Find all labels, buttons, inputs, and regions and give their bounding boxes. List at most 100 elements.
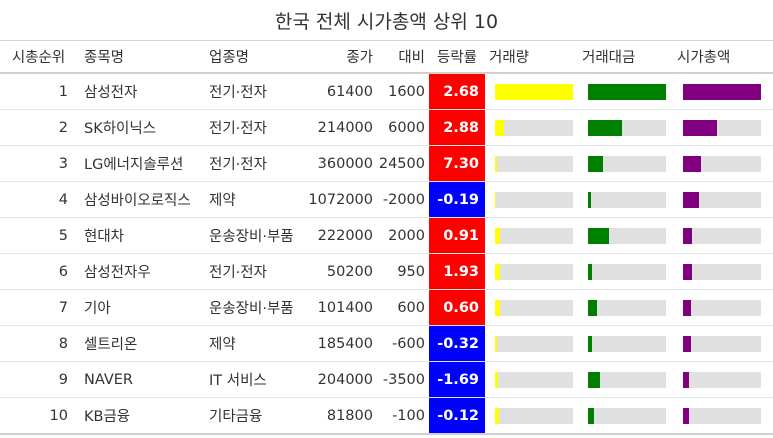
mktcap-bar-track xyxy=(683,335,761,352)
volume-bar xyxy=(495,227,501,244)
cell-price: 50200 xyxy=(307,253,377,290)
market-cap-table: 시총순위 종목명 업종명 종가 대비 등락률 거래량 거래대금 시가총액 1 삼성… xyxy=(0,41,773,435)
cell-sector: IT 서비스 xyxy=(203,361,307,398)
mktcap-bar-track xyxy=(683,227,761,244)
mktcap-bar xyxy=(683,155,701,172)
amount-bar xyxy=(588,407,595,424)
header-rank: 시총순위 xyxy=(0,41,77,74)
cell-name: KB금융 xyxy=(77,397,203,435)
mktcap-bar xyxy=(683,119,717,136)
cell-mktcap xyxy=(673,181,773,218)
header-price: 종가 xyxy=(307,41,377,74)
cell-volume xyxy=(485,397,578,435)
cell-price: 204000 xyxy=(307,361,377,398)
mktcap-bar-track xyxy=(683,83,761,100)
volume-bar-track xyxy=(495,119,573,136)
cell-sector: 전기·전자 xyxy=(203,109,307,146)
cell-sector: 전기·전자 xyxy=(203,253,307,290)
volume-bar-track xyxy=(495,299,573,316)
volume-bar-track xyxy=(495,227,573,244)
cell-sector: 기타금융 xyxy=(203,397,307,435)
amount-bar-track xyxy=(588,371,666,388)
volume-bar-track xyxy=(495,371,573,388)
cell-price: 222000 xyxy=(307,217,377,254)
cell-sector: 전기·전자 xyxy=(203,73,307,110)
cell-name: 삼성전자 xyxy=(77,73,203,110)
table-row: 7 기아 운송장비·부품 101400 600 0.60 xyxy=(0,289,773,326)
cell-rank: 6 xyxy=(0,253,77,290)
cell-rate: 0.91 xyxy=(429,217,485,254)
mktcap-bar-track xyxy=(683,407,761,424)
cell-mktcap xyxy=(673,325,773,362)
cell-name: 현대차 xyxy=(77,217,203,254)
table-title: 한국 전체 시가총액 상위 10 xyxy=(0,0,773,41)
volume-bar xyxy=(495,371,499,388)
header-name: 종목명 xyxy=(77,41,203,74)
amount-bar xyxy=(588,263,592,280)
amount-bar-track xyxy=(588,335,666,352)
cell-change: -2000 xyxy=(377,181,429,218)
volume-bar xyxy=(495,335,497,352)
table-row: 5 현대차 운송장비·부품 222000 2000 0.91 xyxy=(0,217,773,254)
table-row: 3 LG에너지솔루션 전기·전자 360000 24500 7.30 xyxy=(0,145,773,182)
amount-bar xyxy=(588,83,666,100)
cell-rate: -1.69 xyxy=(429,361,485,398)
header-change: 대비 xyxy=(377,41,429,74)
mktcap-bar xyxy=(683,335,691,352)
amount-bar-track xyxy=(588,299,666,316)
cell-change: -3500 xyxy=(377,361,429,398)
cell-amount xyxy=(578,325,673,362)
mktcap-bar-track xyxy=(683,119,761,136)
mktcap-bar-track xyxy=(683,263,761,280)
mktcap-bar xyxy=(683,407,690,424)
cell-price: 101400 xyxy=(307,289,377,326)
cell-sector: 운송장비·부품 xyxy=(203,217,307,254)
cell-rate: 0.60 xyxy=(429,289,485,326)
cell-volume xyxy=(485,289,578,326)
table-row: 9 NAVER IT 서비스 204000 -3500 -1.69 xyxy=(0,361,773,398)
cell-rate: -0.12 xyxy=(429,397,485,435)
cell-rank: 8 xyxy=(0,325,77,362)
mktcap-bar-track xyxy=(683,299,761,316)
cell-change: 6000 xyxy=(377,109,429,146)
cell-amount xyxy=(578,181,673,218)
table-row: 6 삼성전자우 전기·전자 50200 950 1.93 xyxy=(0,253,773,290)
cell-change: 1600 xyxy=(377,73,429,110)
cell-rank: 9 xyxy=(0,361,77,398)
cell-volume xyxy=(485,325,578,362)
amount-bar xyxy=(588,371,601,388)
cell-volume xyxy=(485,217,578,254)
amount-bar xyxy=(588,335,592,352)
mktcap-bar xyxy=(683,371,690,388)
amount-bar xyxy=(588,227,610,244)
table-row: 4 삼성바이오로직스 제약 1072000 -2000 -0.19 xyxy=(0,181,773,218)
amount-bar-track xyxy=(588,119,666,136)
mktcap-bar-track xyxy=(683,191,761,208)
cell-rate: -0.32 xyxy=(429,325,485,362)
volume-bar-track xyxy=(495,335,573,352)
cell-amount xyxy=(578,109,673,146)
amount-bar xyxy=(588,191,592,208)
volume-bar xyxy=(495,407,499,424)
cell-change: -100 xyxy=(377,397,429,435)
cell-rank: 4 xyxy=(0,181,77,218)
amount-bar-track xyxy=(588,227,666,244)
amount-bar-track xyxy=(588,191,666,208)
cell-mktcap xyxy=(673,217,773,254)
cell-mktcap xyxy=(673,397,773,435)
cell-name: LG에너지솔루션 xyxy=(77,145,203,182)
cell-change: 950 xyxy=(377,253,429,290)
cell-name: NAVER xyxy=(77,361,203,398)
cell-rank: 7 xyxy=(0,289,77,326)
header-row: 시총순위 종목명 업종명 종가 대비 등락률 거래량 거래대금 시가총액 xyxy=(0,41,773,74)
cell-amount xyxy=(578,145,673,182)
volume-bar xyxy=(495,119,505,136)
cell-price: 61400 xyxy=(307,73,377,110)
volume-bar-track xyxy=(495,191,573,208)
cell-volume xyxy=(485,253,578,290)
cell-change: 2000 xyxy=(377,217,429,254)
amount-bar-track xyxy=(588,83,666,100)
amount-bar xyxy=(588,299,597,316)
volume-bar-track xyxy=(495,263,573,280)
